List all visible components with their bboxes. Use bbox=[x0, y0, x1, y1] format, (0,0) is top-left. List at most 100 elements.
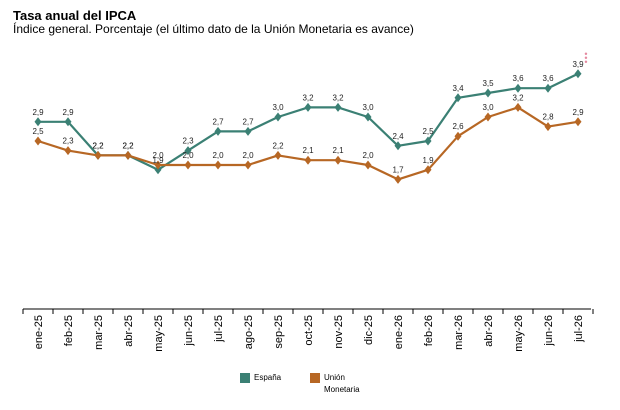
data-point-espana bbox=[304, 102, 312, 112]
legend-label-espana: España bbox=[254, 373, 282, 382]
x-tick-label: jun-25 bbox=[183, 315, 195, 347]
data-point-union-monetaria bbox=[304, 155, 312, 165]
data-label-espana: 3,4 bbox=[452, 84, 464, 93]
data-label-espana: 2,3 bbox=[182, 137, 194, 146]
data-point-espana bbox=[184, 146, 192, 156]
data-point-espana bbox=[334, 102, 342, 112]
data-label-union-monetaria: 2,3 bbox=[62, 137, 74, 146]
data-point-espana bbox=[484, 88, 492, 98]
data-label-espana: 3,6 bbox=[512, 74, 524, 83]
x-tick-label: nov-25 bbox=[333, 315, 345, 349]
data-point-espana bbox=[574, 69, 582, 79]
data-point-espana bbox=[454, 93, 462, 103]
data-label-union-monetaria: 1,7 bbox=[392, 165, 404, 174]
data-point-union-monetaria bbox=[94, 150, 102, 160]
legend-swatch-union-monetaria bbox=[310, 373, 320, 383]
data-point-espana bbox=[274, 112, 282, 122]
x-tick-label: jul-25 bbox=[213, 315, 225, 343]
data-point-union-monetaria bbox=[334, 155, 342, 165]
data-label-espana: 2,4 bbox=[392, 132, 404, 141]
x-tick-label: ene-26 bbox=[393, 315, 405, 349]
series-line-union-monetaria bbox=[37, 106, 579, 181]
data-point-union-monetaria bbox=[484, 112, 492, 122]
data-point-espana bbox=[34, 117, 42, 127]
data-label-union-monetaria: 2,2 bbox=[272, 141, 284, 150]
legend-swatch-espana bbox=[240, 373, 250, 383]
data-point-union-monetaria bbox=[184, 160, 192, 170]
data-point-union-monetaria bbox=[64, 146, 72, 156]
data-point-espana bbox=[544, 83, 552, 93]
data-label-espana: 3,0 bbox=[362, 103, 374, 112]
data-label-espana: 3,2 bbox=[332, 93, 344, 102]
x-tick-label: jul-26 bbox=[573, 315, 585, 343]
data-point-espana bbox=[64, 117, 72, 127]
x-tick-label: jun-26 bbox=[543, 315, 555, 347]
data-point-espana bbox=[214, 126, 222, 136]
data-label-union-monetaria: 2,1 bbox=[302, 146, 314, 155]
data-label-union-monetaria: 2,2 bbox=[122, 141, 134, 150]
data-label-union-monetaria: 2,8 bbox=[542, 113, 554, 122]
data-point-union-monetaria bbox=[544, 122, 552, 132]
data-point-union-monetaria bbox=[34, 136, 42, 146]
x-tick-label: dic-25 bbox=[363, 315, 375, 345]
x-tick-label: abr-25 bbox=[123, 315, 135, 347]
data-label-espana: 1,9 bbox=[152, 156, 164, 165]
data-label-espana: 2,5 bbox=[422, 127, 434, 136]
data-point-union-monetaria bbox=[574, 117, 582, 127]
x-tick-label: ene-25 bbox=[33, 315, 45, 349]
data-label-espana: 3,9 bbox=[572, 60, 584, 69]
x-tick-label: feb-26 bbox=[423, 315, 435, 346]
data-label-espana: 2,9 bbox=[62, 108, 74, 117]
data-label-union-monetaria: 2,0 bbox=[152, 151, 164, 160]
data-label-espana: 2,7 bbox=[212, 117, 224, 126]
x-tick-label: oct-25 bbox=[303, 315, 315, 346]
data-labels: 2,9 2,9 2,2 2,2 1,9 2,3 2,7 2,7 3,0 3,2 3,2 3,0 2,4 2… bbox=[32, 60, 584, 175]
x-axis bbox=[22, 308, 594, 314]
data-label-union-monetaria: 2,9 bbox=[572, 108, 584, 117]
x-tick-label: mar-25 bbox=[93, 315, 105, 350]
data-label-union-monetaria: 2,1 bbox=[332, 146, 344, 155]
data-label-union-monetaria: 2,2 bbox=[92, 141, 104, 150]
x-tick-label: ago-25 bbox=[243, 315, 255, 349]
data-point-espana bbox=[154, 165, 162, 175]
data-label-union-monetaria: 1,9 bbox=[422, 156, 434, 165]
data-label-espana: 3,0 bbox=[272, 103, 284, 112]
x-tick-label: may-25 bbox=[153, 315, 165, 352]
x-tick-label: sep-25 bbox=[273, 315, 285, 349]
x-tick-label: may-26 bbox=[513, 315, 525, 352]
data-point-union-monetaria bbox=[394, 174, 402, 184]
x-tick-label: mar-26 bbox=[453, 315, 465, 350]
chart-title: Tasa anual del IPCA bbox=[13, 8, 137, 23]
data-point-union-monetaria bbox=[124, 150, 132, 160]
data-label-union-monetaria: 2,0 bbox=[212, 151, 224, 160]
data-point-espana bbox=[364, 112, 372, 122]
data-label-espana: 2,2 bbox=[122, 141, 134, 150]
data-label-espana: 3,6 bbox=[542, 74, 554, 83]
data-point-union-monetaria bbox=[214, 160, 222, 170]
data-label-espana: 2,2 bbox=[92, 141, 104, 150]
data-point-espana bbox=[244, 126, 252, 136]
x-tick-label: feb-25 bbox=[63, 315, 75, 346]
legend-label-union-monetaria: Unión Monetaria bbox=[324, 373, 360, 394]
data-label-espana: 3,2 bbox=[302, 93, 314, 102]
more-vertical-icon[interactable]: • • • bbox=[584, 49, 588, 67]
data-label-union-monetaria: 2,0 bbox=[242, 151, 254, 160]
data-label-union-monetaria: 3,0 bbox=[482, 103, 494, 112]
series-layer bbox=[34, 69, 582, 184]
data-label-espana: 2,9 bbox=[32, 108, 44, 117]
data-label-union-monetaria: 2,5 bbox=[32, 127, 44, 136]
data-label-espana: 3,5 bbox=[482, 79, 494, 88]
data-point-union-monetaria bbox=[424, 165, 432, 175]
data-point-union-monetaria bbox=[514, 102, 522, 112]
data-label-union-monetaria: 3,2 bbox=[512, 93, 524, 102]
data-point-espana bbox=[394, 141, 402, 151]
x-tick-label: abr-26 bbox=[483, 315, 495, 347]
chart-subtitle: Índice general. Porcentaje (el último da… bbox=[13, 22, 414, 36]
data-point-union-monetaria bbox=[274, 150, 282, 160]
x-tick-labels: ene-25 feb-25 mar-25 abr-25 may-25 jun-25 jul-… bbox=[33, 315, 585, 352]
data-point-union-monetaria bbox=[454, 131, 462, 141]
data-point-espana bbox=[514, 83, 522, 93]
data-point-union-monetaria bbox=[364, 160, 372, 170]
data-point-union-monetaria bbox=[244, 160, 252, 170]
data-label-union-monetaria: 2,6 bbox=[452, 122, 464, 131]
